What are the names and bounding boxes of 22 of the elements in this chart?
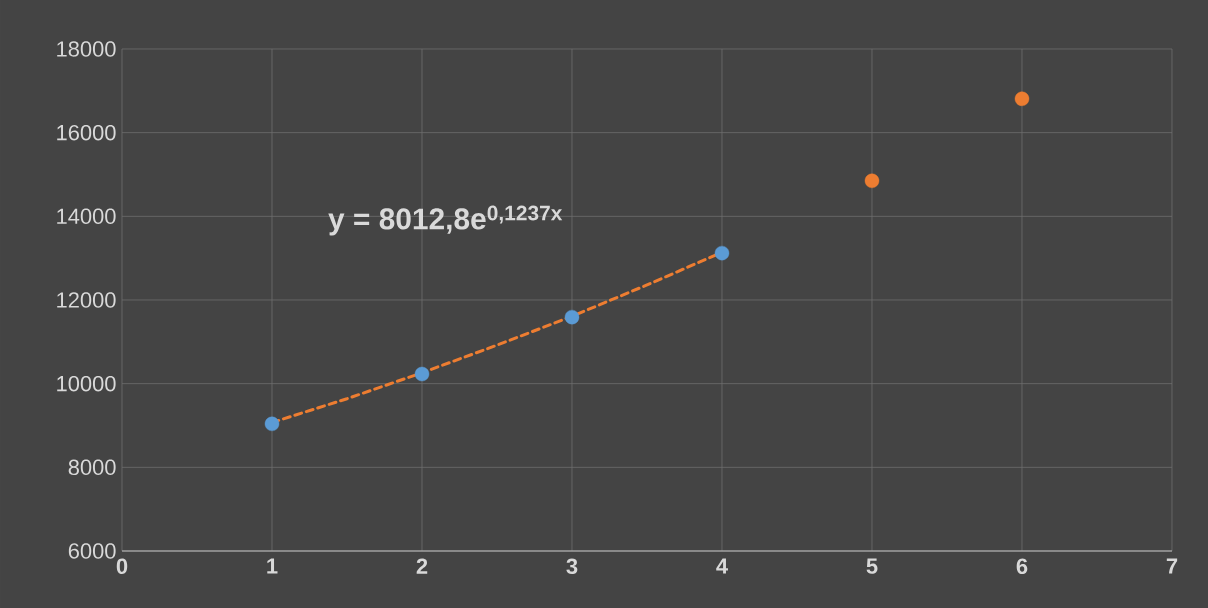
x-tick-label: 7 — [1166, 558, 1178, 574]
point — [414, 366, 430, 382]
x-tick-label: 2 — [416, 558, 428, 574]
x-tick-label: 3 — [566, 558, 578, 575]
annotation: y = 8012,8e$^{0,1237x}$ — [328, 205, 563, 236]
y-tick-label: 16000 — [57, 124, 116, 141]
x-tick-label: 0 — [116, 558, 128, 575]
y-tick-label: 12000 — [57, 292, 116, 308]
x-tick-label: 4 — [716, 558, 728, 574]
y-tick-label: 8000 — [68, 459, 116, 476]
point — [714, 245, 730, 261]
y-tick-label: 14000 — [57, 208, 116, 225]
point — [564, 309, 580, 325]
x-tick-label: 6 — [1016, 558, 1028, 575]
point — [1014, 91, 1030, 106]
point — [264, 416, 280, 432]
y-tick-label: 10000 — [57, 375, 116, 392]
y-tick-label: 6000 — [68, 543, 116, 559]
point — [864, 173, 880, 188]
y-tick-label: 18000 — [57, 41, 116, 57]
x-tick-label: 5 — [866, 558, 878, 574]
x-tick-label: 1 — [267, 558, 278, 574]
